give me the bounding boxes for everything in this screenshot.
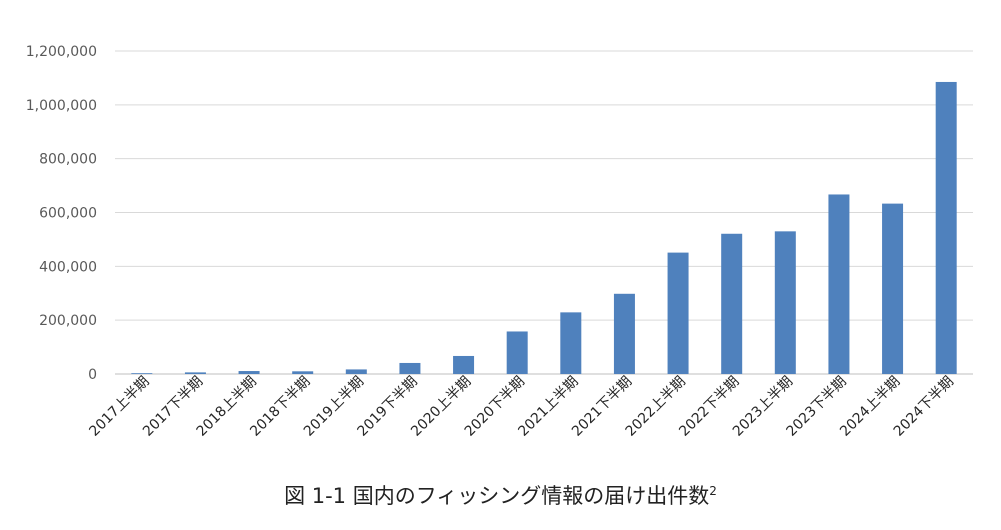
bar bbox=[935, 81, 957, 375]
bar bbox=[184, 372, 206, 374]
bar bbox=[560, 312, 582, 374]
bar bbox=[882, 203, 904, 374]
bar bbox=[828, 194, 850, 374]
y-tick-label: 600,000 bbox=[39, 206, 97, 222]
bar bbox=[399, 362, 421, 374]
bar bbox=[453, 355, 475, 374]
grid-lines bbox=[115, 50, 973, 375]
figure-caption: 図 1-1 国内のフィッシング情報の届け出件数2 bbox=[0, 480, 1001, 510]
bar bbox=[131, 373, 153, 374]
bar bbox=[506, 331, 528, 374]
bar bbox=[292, 371, 314, 374]
y-tick-label: 800,000 bbox=[39, 152, 97, 168]
y-tick-label: 1,000,000 bbox=[26, 98, 97, 114]
bar bbox=[613, 293, 635, 374]
y-axis-tick-labels: 0 200,000 400,000 600,000 800,000 1,000,000 1,… bbox=[26, 44, 97, 383]
bar bbox=[774, 231, 796, 374]
bar bbox=[238, 371, 260, 374]
bars bbox=[131, 81, 957, 375]
y-tick-label: 400,000 bbox=[39, 259, 97, 275]
x-axis-tick-labels: 2017上半期2017下半期2018上半期2018下半期2019上半期2019下… bbox=[86, 374, 957, 440]
bar bbox=[345, 369, 367, 374]
y-tick-label: 0 bbox=[88, 367, 97, 383]
y-tick-label: 1,200,000 bbox=[26, 44, 97, 60]
y-tick-label: 200,000 bbox=[39, 313, 97, 329]
bar-chart: 0 200,000 400,000 600,000 800,000 1,000,000 1,… bbox=[26, 44, 973, 440]
bar bbox=[721, 233, 743, 374]
caption-footnote: 2 bbox=[709, 484, 717, 498]
caption-text: 図 1-1 国内のフィッシング情報の届け出件数 bbox=[284, 484, 710, 508]
bar bbox=[667, 252, 689, 374]
